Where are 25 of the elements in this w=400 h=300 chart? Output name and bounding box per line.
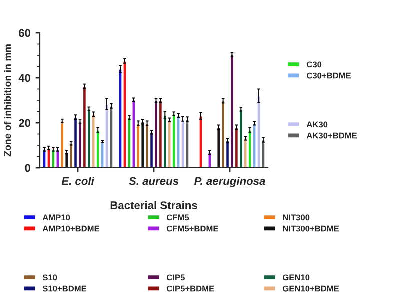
x-tick-label: S. aureus [129, 177, 179, 186]
y-axis-title: Zone of inhibition in mm [4, 44, 12, 157]
x-tick-label: E. coli [62, 177, 95, 186]
legend-label: AK30+BDME [306, 132, 358, 139]
legend-label: C30 [307, 62, 322, 68]
x-tick-label: P. aeruginosa [194, 177, 266, 188]
legend-label: NIT300 [283, 214, 310, 221]
y-tick-label: 0 [25, 164, 31, 172]
legend-label: GEN10+BDME [283, 286, 340, 292]
legend-label: CFM5+BDME [167, 226, 218, 232]
legend-label: NIT300+BDME [283, 226, 340, 232]
legend-label: C30+BDME [307, 72, 352, 79]
y-tick-label: 40 [18, 74, 31, 82]
legend-label: S10 [42, 274, 58, 281]
legend-label: GEN10 [283, 274, 310, 281]
legend-label: CIP5+BDME [167, 286, 214, 292]
legend-label: CIP5 [167, 274, 185, 281]
y-tick-label: 60 [19, 29, 31, 38]
legend-label: AK30 [306, 122, 328, 128]
legend-label: AMP10 [42, 214, 70, 221]
legend-label: S10+BDME [42, 286, 87, 292]
x-axis-title: Bacterial Strains [110, 201, 198, 210]
legend-label: AMP10+BDME [42, 226, 100, 232]
legend-label: CFM5 [167, 214, 190, 221]
y-tick-label: 20 [19, 119, 31, 128]
